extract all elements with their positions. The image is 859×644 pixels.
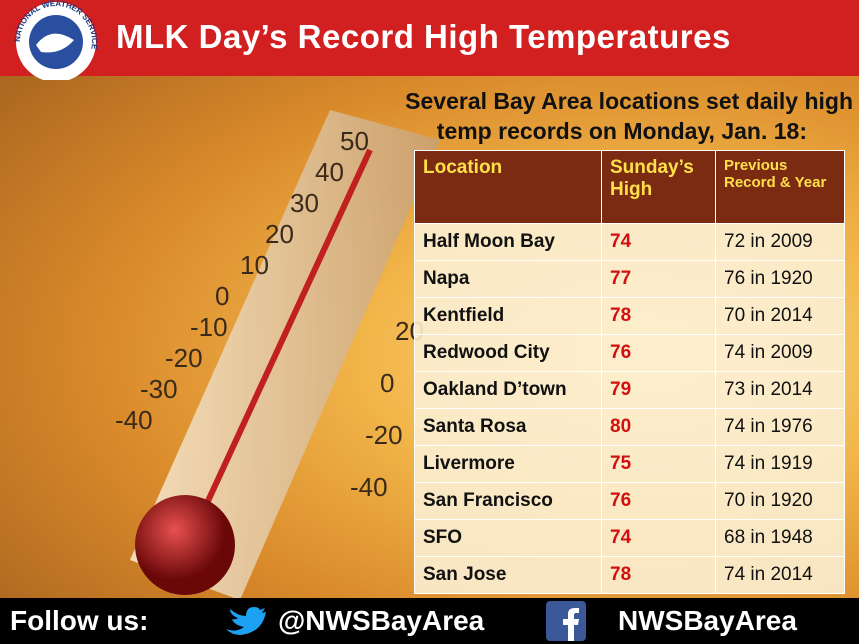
sunday-high: 76 [601,334,716,372]
previous-record: 73 in 2014 [715,371,845,409]
previous-record: 68 in 1948 [715,519,845,557]
table-row: Kentfield 78 70 in 2014 [414,297,845,335]
records-table: Location Sunday’s High Previous Record &… [414,150,845,594]
location: Napa [414,260,602,298]
facebook-handle: NWSBayArea [618,605,797,636]
scale-label: 10 [240,250,269,280]
column-header: Previous Record & Year [715,150,845,224]
table-row: SFO 74 68 in 1948 [414,519,845,557]
scale-label: -20 [165,343,203,373]
twitter-icon [226,607,266,635]
location: Oakland D’town [414,371,602,409]
scale-label: -30 [140,374,178,404]
previous-record: 74 in 2014 [715,556,845,594]
table-row: San Jose 78 74 in 2014 [414,556,845,594]
sunday-high: 75 [601,445,716,483]
location: Santa Rosa [414,408,602,446]
subtitle-line: Several Bay Area locations set daily hig… [405,88,853,114]
scale-label: 0 [380,368,394,398]
column-header: Sunday’s High [601,150,716,224]
header-bar: NATIONAL WEATHER SERVICE MLK Day’s Recor… [0,0,859,80]
sunday-high: 79 [601,371,716,409]
twitter-handle: @NWSBayArea [278,605,485,636]
subtitle-line: temp records on Monday, Jan. 18: [436,118,807,144]
table-row: Santa Rosa 80 74 in 1976 [414,408,845,446]
location: Redwood City [414,334,602,372]
bulb [135,495,235,595]
previous-record: 70 in 2014 [715,297,845,335]
scale-label: -40 [115,405,153,435]
sunday-high: 74 [601,519,716,557]
location: San Francisco [414,482,602,520]
scale-label: -40 [350,472,388,502]
table-row: Livermore 75 74 in 1919 [414,445,845,483]
title: MLK Day’s Record High Temperatures [116,18,731,55]
scale-label: 50 [340,126,369,156]
facebook-icon [546,601,586,641]
sunday-high: 78 [601,556,716,594]
scale-label: 30 [290,188,319,218]
scale-label: 20 [265,219,294,249]
scale-label: 0 [215,281,229,311]
previous-record: 74 in 1919 [715,445,845,483]
table-row: San Francisco 76 70 in 1920 [414,482,845,520]
sunday-high: 78 [601,297,716,335]
footer: Follow us: @NWSBayArea NWSBayArea [0,598,859,644]
thermometer-body [130,110,440,600]
previous-record: 76 in 1920 [715,260,845,298]
location: Kentfield [414,297,602,335]
sunday-high: 77 [601,260,716,298]
table-row: Napa 77 76 in 1920 [414,260,845,298]
scale-label: -10 [190,312,228,342]
previous-record: 74 in 1976 [715,408,845,446]
table-row: Half Moon Bay 74 72 in 2009 [414,223,845,261]
follow-label: Follow us: [10,605,149,636]
scale-label: 40 [315,157,344,187]
table-row: Oakland D’town 79 73 in 2014 [414,371,845,409]
column-header: Location [414,150,602,224]
sunday-high: 76 [601,482,716,520]
table-row: Redwood City 76 74 in 2009 [414,334,845,372]
location: Livermore [414,445,602,483]
previous-record: 72 in 2009 [715,223,845,261]
sunday-high: 80 [601,408,716,446]
scale-label: -20 [365,420,403,450]
logo: NATIONAL WEATHER SERVICE [13,0,99,80]
location: San Jose [414,556,602,594]
previous-record: 70 in 1920 [715,482,845,520]
previous-record: 74 in 2009 [715,334,845,372]
mercury [187,148,373,542]
location: Half Moon Bay [414,223,602,261]
location: SFO [414,519,602,557]
subtitle: Several Bay Area locations set daily hig… [333,86,853,146]
sunday-high: 74 [601,223,716,261]
